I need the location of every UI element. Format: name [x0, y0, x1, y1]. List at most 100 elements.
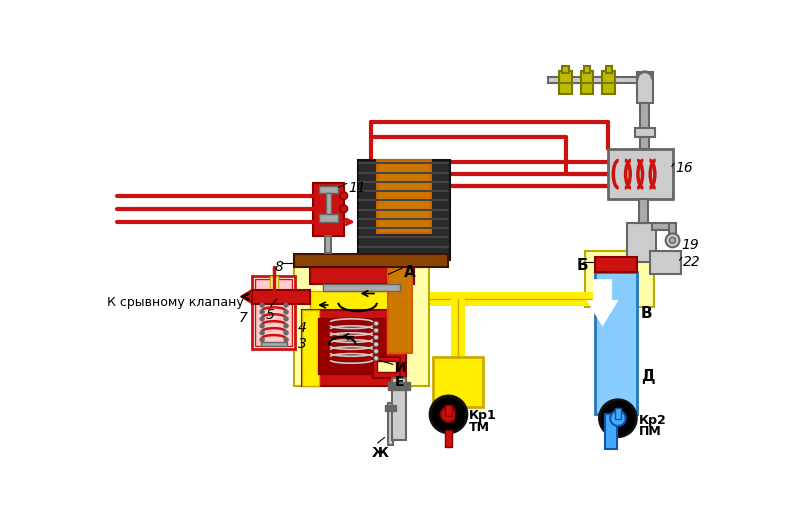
Bar — [388, 403, 393, 445]
Bar — [326, 193, 330, 215]
Bar — [385, 405, 396, 411]
Bar — [562, 67, 568, 73]
Circle shape — [430, 396, 466, 433]
Bar — [602, 84, 614, 95]
Bar — [310, 267, 414, 284]
Circle shape — [599, 400, 636, 437]
Text: Кр1: Кр1 — [469, 408, 496, 421]
Circle shape — [283, 310, 288, 315]
Bar — [637, 73, 652, 103]
Circle shape — [283, 317, 288, 322]
Bar — [310, 292, 398, 311]
Circle shape — [260, 338, 264, 343]
Bar — [638, 200, 647, 224]
Bar — [294, 254, 448, 267]
Circle shape — [340, 206, 347, 213]
Text: К срывному клапану: К срывному клапану — [107, 295, 244, 308]
Circle shape — [373, 349, 378, 354]
Circle shape — [668, 238, 675, 244]
Bar — [626, 224, 655, 263]
Bar — [580, 72, 593, 89]
Bar — [594, 257, 637, 272]
Text: А: А — [403, 265, 415, 280]
Polygon shape — [586, 280, 617, 326]
Polygon shape — [240, 290, 252, 304]
Bar — [269, 276, 277, 299]
Text: 7: 7 — [238, 311, 247, 325]
Circle shape — [609, 411, 624, 426]
Circle shape — [440, 407, 456, 422]
Bar — [312, 184, 343, 236]
Text: В: В — [640, 305, 652, 321]
Text: 16: 16 — [675, 161, 693, 175]
Bar — [594, 272, 637, 415]
Text: Б: Б — [576, 257, 587, 272]
Bar — [261, 343, 286, 346]
Bar — [319, 215, 337, 222]
Bar — [583, 67, 590, 73]
Bar — [559, 84, 571, 95]
Circle shape — [373, 328, 378, 333]
Bar — [602, 72, 614, 89]
Bar — [639, 103, 649, 130]
Text: Г: Г — [453, 409, 463, 424]
Bar — [317, 319, 385, 374]
Bar — [614, 408, 620, 419]
Bar — [559, 72, 571, 89]
Bar — [255, 279, 292, 346]
Circle shape — [260, 324, 264, 328]
Text: Кр2: Кр2 — [638, 413, 666, 426]
Text: Е: Е — [394, 375, 404, 388]
Bar — [302, 311, 319, 386]
Bar — [319, 187, 337, 193]
Bar — [634, 129, 654, 138]
Circle shape — [373, 356, 378, 361]
Bar — [388, 261, 411, 353]
Circle shape — [283, 338, 288, 343]
Circle shape — [260, 310, 264, 315]
Bar — [445, 430, 451, 447]
Bar — [607, 150, 672, 200]
Circle shape — [260, 317, 264, 322]
Circle shape — [373, 322, 378, 326]
Bar — [357, 161, 449, 261]
Bar — [372, 357, 400, 379]
Bar — [650, 251, 680, 275]
Text: И: И — [394, 361, 406, 375]
Circle shape — [340, 192, 347, 200]
Bar — [547, 78, 639, 84]
Circle shape — [373, 335, 378, 340]
Text: ТМ: ТМ — [469, 420, 490, 433]
Text: ПМ: ПМ — [638, 425, 661, 438]
Bar — [323, 284, 400, 292]
Text: 11: 11 — [348, 180, 366, 194]
Text: 19: 19 — [680, 238, 698, 252]
Bar — [376, 161, 431, 234]
Bar — [252, 290, 310, 304]
Text: 8: 8 — [274, 260, 283, 273]
Circle shape — [260, 303, 264, 308]
Bar — [392, 379, 406, 440]
Bar — [445, 405, 451, 416]
Bar — [580, 84, 593, 95]
Bar — [265, 296, 282, 302]
Bar — [325, 236, 331, 253]
Bar — [605, 67, 611, 73]
Bar — [639, 138, 649, 150]
Bar — [604, 415, 616, 449]
Text: Ж: Ж — [371, 445, 388, 459]
Text: 5: 5 — [265, 307, 274, 321]
Circle shape — [260, 331, 264, 335]
Circle shape — [283, 324, 288, 328]
Bar — [432, 357, 483, 407]
Circle shape — [283, 331, 288, 335]
Circle shape — [283, 303, 288, 308]
Bar — [668, 224, 675, 241]
Text: 4: 4 — [297, 321, 306, 335]
Circle shape — [373, 343, 378, 347]
Circle shape — [665, 234, 679, 248]
Text: 22: 22 — [683, 254, 700, 269]
Bar — [584, 251, 654, 307]
Text: 3: 3 — [297, 336, 306, 350]
Bar — [302, 311, 406, 386]
